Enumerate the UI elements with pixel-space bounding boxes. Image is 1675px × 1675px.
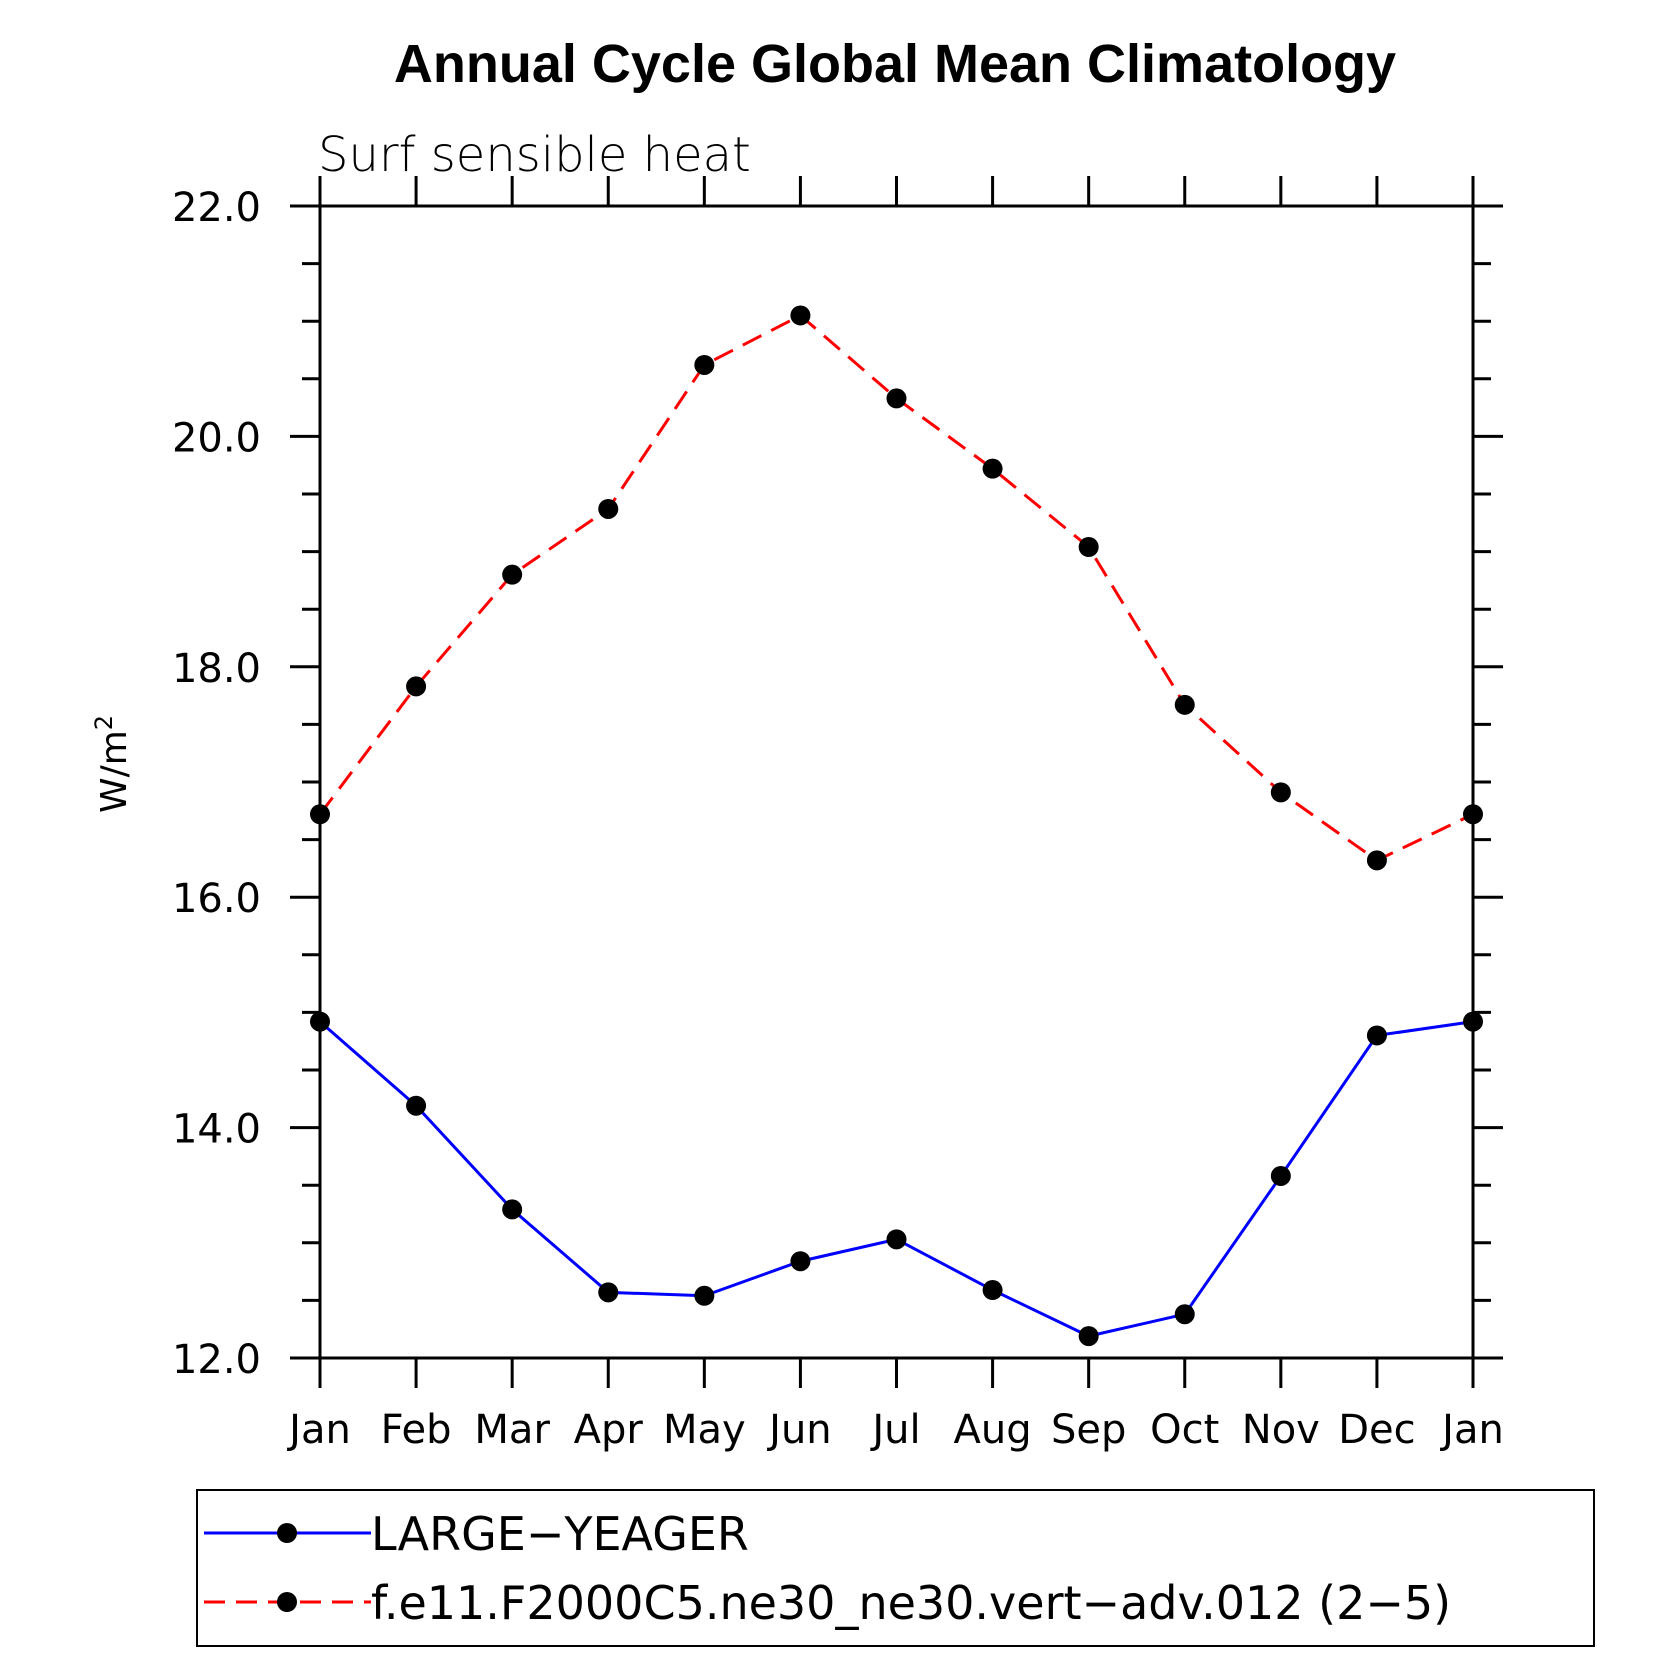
x-tick-label: Sep (1051, 1407, 1126, 1453)
data-point-series-0 (598, 1282, 619, 1303)
data-series (310, 305, 1483, 1347)
data-point-series-0 (406, 1095, 427, 1116)
data-point-series-1 (1270, 782, 1291, 803)
data-point-series-1 (982, 458, 1003, 479)
axis-ticks (290, 176, 1503, 1388)
y-tick-label: 18.0 (172, 646, 261, 692)
x-tick-label: Mar (474, 1407, 550, 1453)
x-tick-label: Dec (1338, 1407, 1415, 1453)
data-point-series-1 (694, 354, 715, 375)
legend-marker-vert-adv (277, 1592, 297, 1612)
x-tick-label: Aug (954, 1407, 1032, 1453)
data-point-series-0 (1366, 1025, 1387, 1046)
data-point-series-1 (1078, 536, 1099, 557)
x-tick-label: Jan (286, 1407, 351, 1453)
x-tick-label: Jan (1439, 1407, 1504, 1453)
data-point-series-0 (694, 1285, 715, 1306)
x-tick-label: Jul (869, 1407, 920, 1453)
y-tick-labels: 12.0 14.0 16.0 18.0 20.0 22.0 (172, 185, 261, 1383)
x-tick-label: Jun (766, 1407, 832, 1453)
data-point-series-1 (502, 564, 523, 585)
x-tick-labels: Jan Feb Mar Apr May Jun Jul Aug Sep Oct Nov Dec Jan (286, 1407, 1504, 1453)
data-point-series-0 (982, 1280, 1003, 1301)
legend-label-vert-adv: f.e11.F2000C5.ne30_ne30.vert−adv.012 (2−… (371, 1576, 1451, 1630)
x-tick-label: Oct (1150, 1407, 1219, 1453)
chart-title: Annual Cycle Global Mean Climatology (394, 34, 1396, 94)
legend-label-large-yeager: LARGE−YEAGER (371, 1507, 749, 1561)
x-tick-label: May (663, 1407, 746, 1453)
data-point-series-1 (1366, 850, 1387, 871)
data-point-series-1 (1174, 694, 1195, 715)
y-tick-label: 12.0 (172, 1337, 261, 1383)
y-tick-label: 16.0 (172, 876, 261, 922)
data-point-series-0 (790, 1251, 811, 1272)
data-point-series-1 (406, 676, 427, 697)
x-tick-label: Apr (574, 1407, 644, 1453)
legend-box (196, 1489, 1595, 1647)
data-point-series-0 (1174, 1304, 1195, 1325)
y-tick-label: 14.0 (172, 1107, 261, 1153)
x-tick-label: Feb (381, 1407, 452, 1453)
legend-marker-large-yeager (277, 1523, 297, 1543)
data-point-series-1 (886, 388, 907, 409)
y-tick-label: 20.0 (172, 415, 261, 461)
y-tick-label: 22.0 (172, 185, 261, 231)
series-line-0 (319, 1020, 1474, 1338)
data-point-series-1 (598, 498, 619, 519)
legend: LARGE−YEAGER f.e11.F2000C5.ne30_ne30.ver… (196, 1489, 1595, 1647)
data-point-series-0 (502, 1199, 523, 1220)
data-point-series-0 (1270, 1165, 1291, 1186)
chart-subtitle: Surf sensible heat (318, 127, 751, 183)
y-axis-label: W/m2 (90, 715, 135, 813)
x-tick-label: Nov (1242, 1407, 1320, 1453)
data-point-series-1 (790, 305, 811, 326)
y-axis-label-text: W/m2 (90, 715, 135, 813)
plot-frame (318, 204, 1475, 1360)
data-point-series-0 (886, 1229, 907, 1250)
data-point-series-0 (1078, 1326, 1099, 1347)
